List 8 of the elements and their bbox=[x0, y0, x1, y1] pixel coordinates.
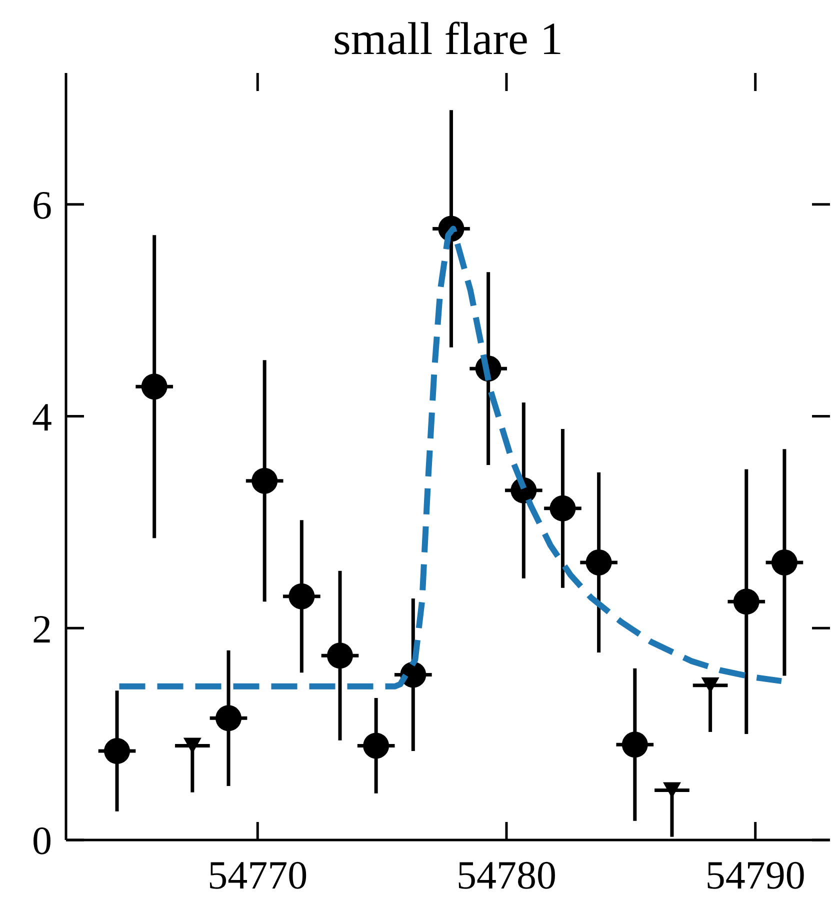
y-tick-label: 2 bbox=[32, 606, 52, 652]
x-tick-label: 54780 bbox=[456, 852, 556, 898]
y-tick-label: 4 bbox=[32, 394, 52, 440]
chart-title: small flare 1 bbox=[333, 13, 563, 64]
x-tick-label: 54770 bbox=[208, 852, 308, 898]
y-tick-label: 6 bbox=[32, 182, 52, 228]
y-tick-label: 0 bbox=[32, 818, 52, 864]
x-tick-label: 54790 bbox=[705, 852, 806, 898]
